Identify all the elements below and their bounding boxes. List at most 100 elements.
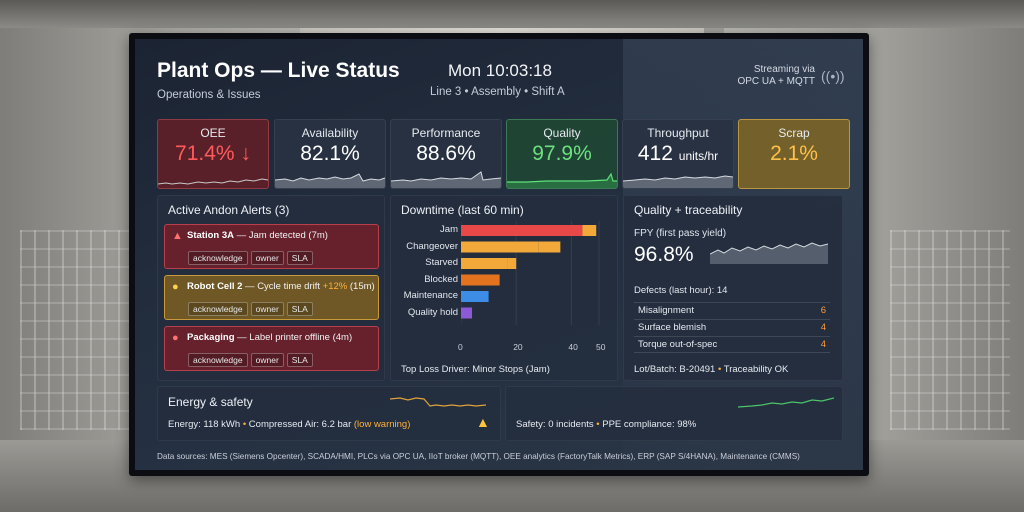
andon-alerts-panel: Active Andon Alerts (3) ▲ Station 3A — J… — [157, 195, 385, 381]
lot-batch: Lot/Batch: B-20491 — [634, 364, 716, 375]
defect-row: Surface blemish 4 — [634, 319, 830, 335]
acknowledge-button[interactable]: acknowledge — [188, 353, 248, 367]
safety-panel: Safety: 0 incidents • PPE compliance: 98… — [505, 386, 843, 441]
alert-actions: acknowledge owner SLA — [188, 248, 316, 266]
defect-count: 4 — [820, 322, 826, 333]
panel-title: Active Andon Alerts (3) — [168, 203, 290, 217]
category-label: Jam — [440, 224, 458, 235]
category-label: Maintenance — [403, 290, 458, 301]
kpi-label: Scrap — [778, 126, 810, 140]
sla-button[interactable]: SLA — [286, 353, 313, 367]
defect-name: Torque out-of-spec — [638, 339, 718, 350]
alert-robot-cell-2[interactable]: ● Robot Cell 2 — Cycle time drift +12% (… — [164, 275, 379, 320]
line-info: Line 3 • Assembly • Shift A — [430, 86, 565, 98]
panel-title: Quality + traceability — [634, 203, 743, 217]
x-tick-label: 0 — [458, 342, 463, 352]
quality-panel: Quality + traceability FPY (first pass y… — [623, 195, 843, 381]
kpi-quality[interactable]: Quality 97.9% — [506, 119, 618, 189]
sla-button[interactable]: SLA — [286, 251, 313, 265]
stream-status: Streaming via OPC UA + MQTT — [731, 64, 815, 88]
kpi-availability[interactable]: Availability 82.1% — [274, 119, 386, 189]
owner-button[interactable]: owner — [250, 353, 284, 367]
owner-button[interactable]: owner — [250, 302, 284, 316]
alert-text: Robot Cell 2 — Cycle time drift +12% (15… — [187, 281, 375, 292]
alert-actions: acknowledge owner SLA — [188, 299, 316, 317]
storage-rack-left — [20, 230, 140, 430]
drift-highlight: +12% — [322, 281, 348, 292]
warning-triangle-icon: ▲ — [172, 230, 183, 242]
bar-changeover — [461, 241, 539, 253]
safety-sparkline — [738, 397, 834, 408]
quality-sparkline — [507, 172, 617, 188]
category-label: Quality hold — [407, 306, 458, 318]
kpi-label: Availability — [301, 126, 359, 140]
safety-readout: Safety: 0 incidents • PPE compliance: 98… — [516, 419, 697, 430]
alert-packaging[interactable]: ● Packaging — Label printer offline (4m)… — [164, 326, 379, 371]
acknowledge-button[interactable]: acknowledge — [188, 251, 248, 265]
kpi-throughput[interactable]: Throughput 412 units/hr — [622, 119, 734, 189]
kpi-value: 2.1% — [770, 142, 818, 165]
fpy-label: FPY (first pass yield) — [634, 228, 727, 239]
defect-count: 4 — [820, 339, 826, 350]
defect-row: Torque out-of-spec 4 — [634, 336, 830, 353]
storage-rack-right — [890, 230, 1010, 430]
energy-panel: Energy & safety Energy: 118 kWh • Compre… — [157, 386, 501, 441]
alert-station-3a[interactable]: ▲ Station 3A — Jam detected (7m) acknowl… — [164, 224, 379, 269]
bar-quality-hold — [461, 307, 473, 319]
acknowledge-button[interactable]: acknowledge — [188, 302, 248, 316]
exclamation-circle-icon: ● — [172, 332, 179, 344]
fpy-value: 96.8% — [634, 243, 694, 266]
panel-title: Energy & safety — [168, 395, 253, 409]
bar-jam — [461, 225, 583, 236]
alert-text: Packaging — Label printer offline (4m) — [187, 332, 353, 343]
clock: Mon 10:03:18 — [448, 61, 552, 80]
top-loss-driver: Top Loss Driver: Minor Stops (Jam) — [401, 364, 550, 375]
throughput-sparkline — [623, 175, 733, 188]
x-tick-label: 50 — [596, 342, 606, 352]
bar-jam-secondary — [582, 225, 597, 236]
page-title: Plant Ops — Live Status — [157, 59, 400, 82]
defect-name: Surface blemish — [638, 322, 707, 333]
kpi-value: 412 units/hr — [637, 142, 719, 165]
performance-sparkline — [391, 171, 501, 188]
kpi-value: 82.1% — [300, 142, 360, 165]
bar-starved — [461, 258, 508, 269]
category-label: Changeover — [406, 240, 458, 252]
availability-sparkline — [275, 173, 385, 188]
sla-button[interactable]: SLA — [286, 302, 313, 316]
bar-maintenance — [461, 291, 489, 302]
traceability-status: Traceability OK — [723, 364, 789, 375]
x-tick-label: 40 — [568, 342, 578, 352]
kpi-scrap[interactable]: Scrap 2.1% — [738, 119, 850, 189]
exclamation-circle-icon: ● — [172, 281, 179, 293]
stream-label: Streaming via — [753, 64, 815, 75]
category-label: Blocked — [424, 273, 458, 285]
x-tick-label: 20 — [513, 342, 523, 352]
data-sources-footer: Data sources: MES (Siemens Opcenter), SC… — [157, 452, 800, 461]
bar-starved-secondary — [507, 258, 517, 269]
kpi-value: 97.9% — [532, 142, 592, 165]
broadcast-icon: ((•)) — [821, 68, 845, 84]
energy-readout: Energy: 118 kWh • Compressed Air: 6.2 ba… — [168, 419, 411, 430]
kpi-performance[interactable]: Performance 88.6% — [390, 119, 502, 189]
kpi-label: Throughput — [647, 126, 709, 140]
defect-row: Misalignment 6 — [634, 302, 830, 318]
kpi-value: 71.4% ↓ — [175, 142, 251, 165]
page-subtitle: Operations & Issues — [157, 89, 261, 101]
defects-count: Defects (last hour): 14 — [634, 285, 728, 296]
stream-protocols: OPC UA + MQTT — [737, 76, 815, 87]
kpi-value: 88.6% — [416, 142, 476, 165]
oee-sparkline — [158, 178, 268, 185]
ceiling — [0, 0, 1024, 28]
alert-text: Station 3A — Jam detected (7m) — [187, 230, 328, 241]
air-warning: (low warning) — [353, 419, 411, 430]
downtime-chart — [461, 221, 600, 325]
kpi-oee[interactable]: OEE 71.4% ↓ — [157, 119, 269, 189]
bar-blocked — [461, 274, 500, 286]
downtime-panel: Downtime (last 60 min) Jam Changeover Star… — [390, 195, 618, 381]
down-arrow-icon: ↓ — [240, 142, 251, 165]
alert-actions: acknowledge owner SLA — [188, 350, 316, 368]
kpi-label: OEE — [200, 126, 226, 140]
category-label: Starved — [425, 257, 458, 268]
owner-button[interactable]: owner — [250, 251, 284, 265]
